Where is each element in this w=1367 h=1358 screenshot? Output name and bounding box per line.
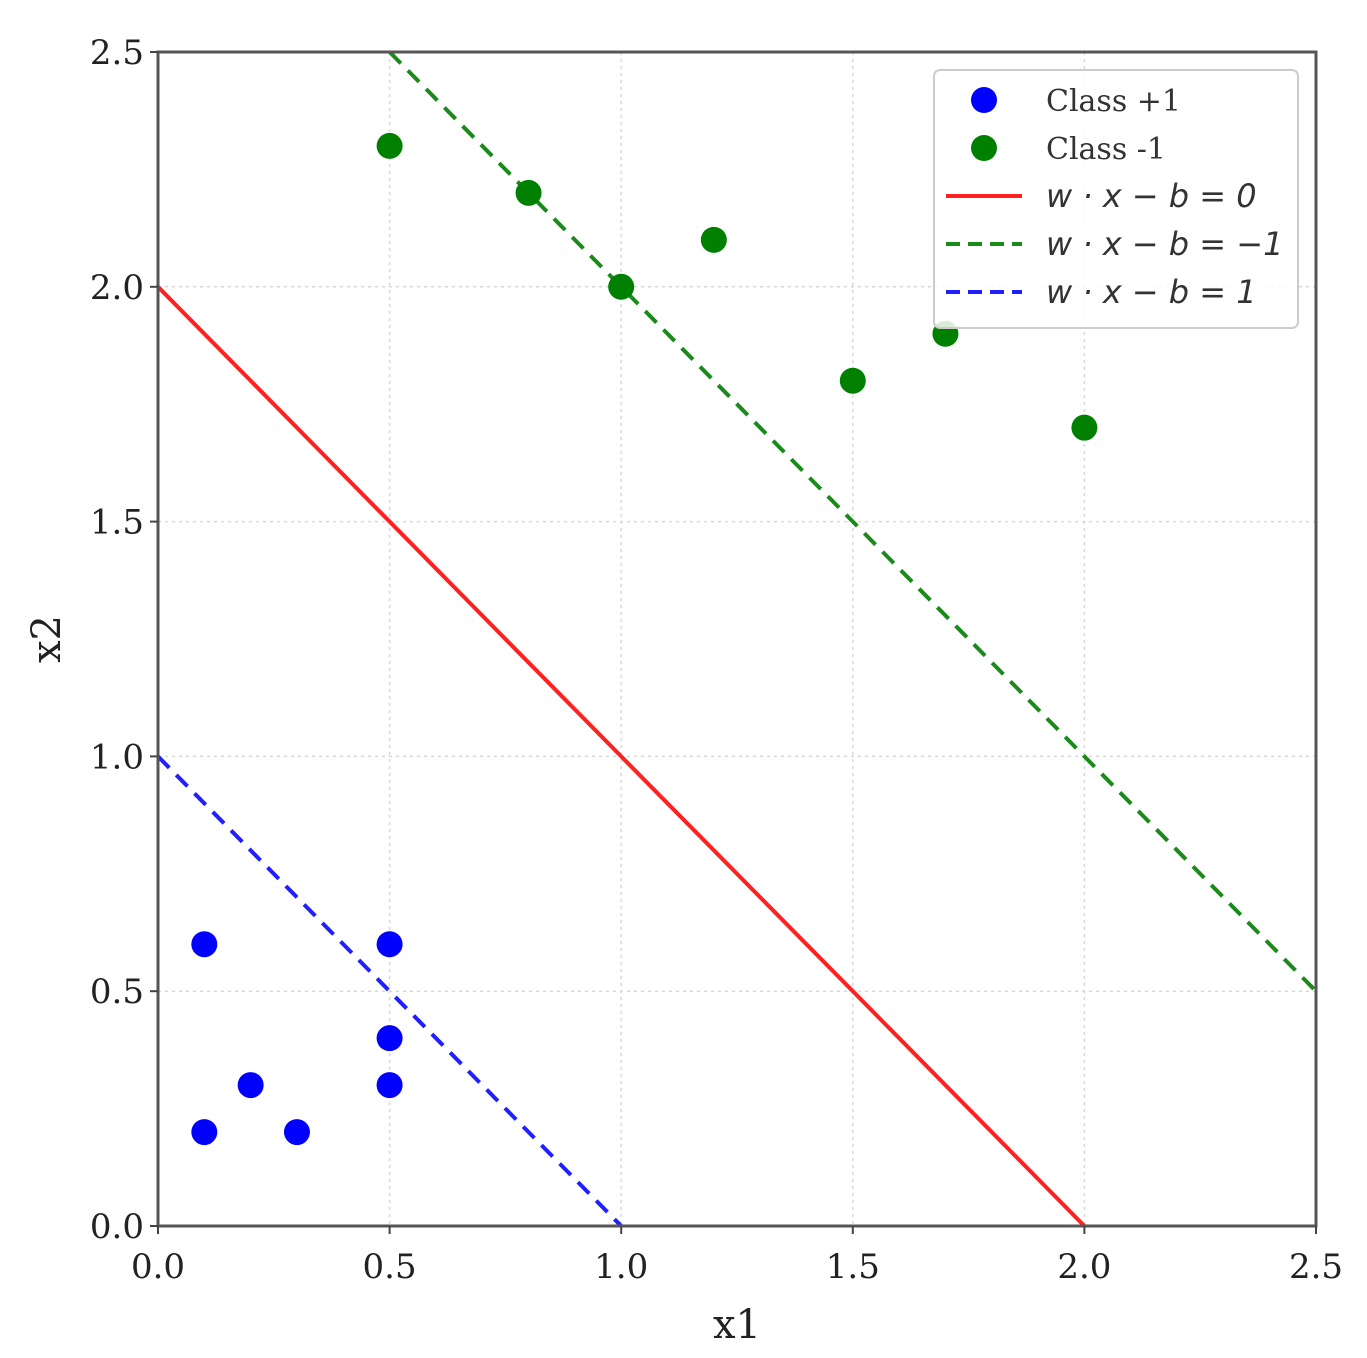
data-point-series0-5 [191,1119,218,1146]
data-point-series1-3 [608,273,635,300]
data-point-series1-6 [1071,414,1098,441]
data-point-series0-1 [376,931,403,958]
legend-marker-1 [971,135,997,161]
legend-label-1: Class -1 [1046,132,1166,167]
x-tick-label: 2.5 [1289,1247,1343,1287]
x-tick-label: 1.0 [594,1247,648,1287]
y-axis-label: x2 [24,615,70,663]
series-line-2 [156,285,1086,1228]
y-tick-label: 0.5 [90,972,144,1012]
data-point-series0-0 [191,931,218,958]
legend-label-0: Class +1 [1046,84,1181,119]
x-tick-label: 2.0 [1057,1247,1111,1287]
series-line-3 [388,50,1318,993]
y-tick-label: 0.0 [90,1207,144,1247]
axis-ticks: 0.0 0.5 1.0 1.5 2.0 2.5 0.0 0.5 1.0 1.5 2.0 2.5 [90,33,1343,1287]
x-tick-label: 0.5 [363,1247,417,1287]
series-lines [156,50,1318,1228]
legend: Class +1 Class -1 w · x − b = 0 w · x − b =… [933,69,1299,329]
data-point-series1-1 [515,179,542,206]
legend-marker-0 [971,87,997,113]
data-point-series0-2 [376,1025,403,1052]
data-point-series0-3 [237,1072,264,1099]
y-tick-label: 1.0 [90,737,144,777]
plot-frame [156,50,1318,1228]
y-tick-label: 2.5 [90,33,144,73]
y-tick-label: 1.5 [90,503,144,543]
data-point-series0-4 [376,1072,403,1099]
legend-label-2: w · x − b = 0 [1046,177,1257,215]
x-tick-label: 1.5 [826,1247,880,1287]
legend-box [933,69,1299,329]
data-point-series0-6 [283,1119,310,1146]
data-point-series1-5 [839,367,866,394]
y-tick-label: 2.0 [90,268,144,308]
legend-label-3: w · x − b = −1 [1046,225,1283,263]
x-tick-label: 0.0 [131,1247,185,1287]
legend-label-4: w · x − b = 1 [1046,273,1257,311]
data-point-series1-0 [376,132,403,159]
series-line-4 [156,754,623,1228]
data-point-series1-2 [700,226,727,253]
x-axis-label: x1 [713,1302,761,1348]
